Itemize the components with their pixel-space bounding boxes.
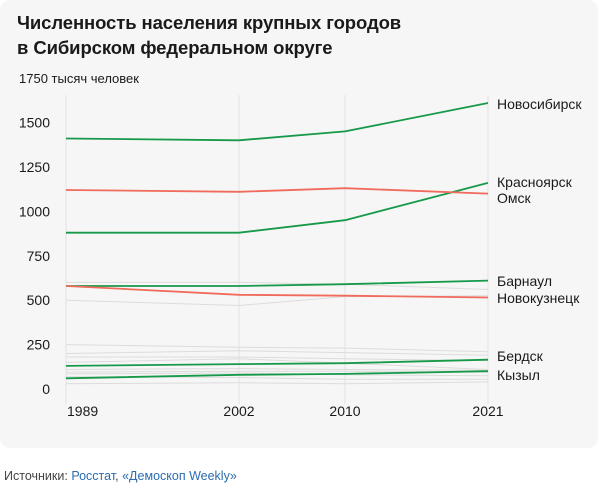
series-label: Кызыл xyxy=(497,367,540,383)
series-line-other-city xyxy=(65,358,489,370)
series-line-7 xyxy=(65,370,489,380)
highlighted-series xyxy=(65,102,489,380)
series-line-other-city xyxy=(66,281,489,290)
x-axis-labels: 1989 2002 2010 2021 xyxy=(67,403,504,419)
series-label: Барнаул xyxy=(497,273,552,289)
series-label: Новосибирск xyxy=(497,96,582,112)
series-line-other-city xyxy=(66,356,489,362)
x-tick-label: 2002 xyxy=(223,403,254,419)
sources-separator: , xyxy=(115,469,123,483)
series-line-other-city xyxy=(65,344,489,353)
y-tick-label: 1250 xyxy=(19,159,50,175)
series-line-3 xyxy=(65,187,489,195)
y-tick-label: 1500 xyxy=(19,115,50,131)
y-tick-label: 500 xyxy=(27,292,51,308)
y-tick-label: 250 xyxy=(27,337,51,353)
chart-title: Численность населения крупных городов в … xyxy=(17,10,487,60)
x-tick-label: 2021 xyxy=(472,403,503,419)
chart-title-line-1: Численность населения крупных городов xyxy=(17,12,402,33)
y-axis-labels: 0 250 500 750 1000 1250 1500 1750 тысяч человек xyxy=(19,71,139,397)
source-link-rosstat[interactable]: Росстат xyxy=(71,469,116,483)
population-line-chart: 0 250 500 750 1000 1250 1500 1750 тысяч человек… xyxy=(19,71,583,419)
y-tick-label: 0 xyxy=(42,381,50,397)
series-label: Красноярск xyxy=(497,174,573,190)
series-line-1 xyxy=(65,102,489,142)
series-line-other-city xyxy=(65,381,489,385)
series-line-6 xyxy=(65,358,489,367)
series-label: Бердск xyxy=(497,348,544,364)
series-line-2 xyxy=(66,182,489,234)
sources-label: Источники: xyxy=(4,469,68,483)
chart-title-line-2: в Сибирском федеральном округе xyxy=(17,37,333,58)
series-line-other-city xyxy=(65,368,489,371)
sources-note: Источники: Росстат, «Демоскоп Weekly» xyxy=(4,469,237,483)
x-tick-label: 1989 xyxy=(67,403,98,419)
y-tick-label: 750 xyxy=(27,248,51,264)
series-line-4 xyxy=(66,279,489,287)
series-line-other-city xyxy=(65,350,489,356)
series-label: Новокузнецк xyxy=(497,290,580,306)
y-tick-label: 1000 xyxy=(19,203,50,219)
series-label: Омск xyxy=(497,190,532,206)
source-link-demoscope[interactable]: «Демоскоп Weekly» xyxy=(122,469,237,483)
y-tick-label: 1750 тысяч человек xyxy=(19,71,139,86)
x-tick-label: 2010 xyxy=(329,403,360,419)
series-line-5 xyxy=(65,285,489,299)
